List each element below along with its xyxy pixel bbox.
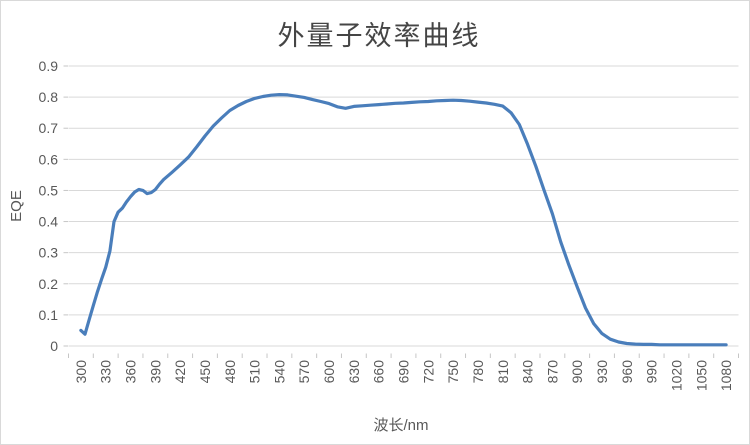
x-tick-label: 990 bbox=[644, 360, 660, 384]
x-tick-label: 330 bbox=[98, 360, 114, 384]
x-tick-label: 1050 bbox=[693, 360, 709, 391]
y-axis-tick-labels: 0 0.1 0.2 0.3 0.4 0.5 0.6 0.7 0.8 0.9 bbox=[39, 58, 59, 354]
x-tick-label: 780 bbox=[470, 360, 486, 384]
x-tick-label: 840 bbox=[520, 360, 536, 384]
y-tick-label: 0.6 bbox=[39, 151, 59, 167]
gridlines bbox=[68, 65, 739, 347]
x-tick-label: 300 bbox=[73, 360, 89, 384]
y-tick-label: 0.3 bbox=[39, 245, 59, 261]
x-tick-label: 1020 bbox=[668, 360, 684, 391]
x-tick-label: 450 bbox=[197, 360, 213, 384]
axis-tick-marks bbox=[63, 65, 739, 358]
x-tick-label: 870 bbox=[544, 360, 560, 384]
chart-title: 外量子效率曲线 bbox=[278, 21, 481, 51]
x-tick-label: 390 bbox=[147, 360, 163, 384]
x-tick-label: 960 bbox=[619, 360, 635, 384]
y-tick-label: 0.8 bbox=[39, 89, 59, 105]
y-tick-label: 0.2 bbox=[39, 276, 59, 292]
x-tick-label: 900 bbox=[569, 360, 585, 384]
x-tick-label: 570 bbox=[296, 360, 312, 384]
x-tick-label: 630 bbox=[346, 360, 362, 384]
x-axis-title: 波长/nm bbox=[373, 417, 428, 434]
y-tick-label: 0 bbox=[50, 338, 58, 354]
y-axis-title: EQE bbox=[8, 190, 25, 222]
x-tick-label: 930 bbox=[594, 360, 610, 384]
x-tick-label: 420 bbox=[172, 360, 188, 384]
x-tick-label: 750 bbox=[445, 360, 461, 384]
x-tick-label: 690 bbox=[396, 360, 412, 384]
x-tick-label: 360 bbox=[123, 360, 139, 384]
x-axis-tick-labels: 300 330 360 390 420 450 480 510 540 570 600 630 660 6… bbox=[73, 360, 734, 391]
x-tick-label: 660 bbox=[371, 360, 387, 384]
y-tick-label: 0.5 bbox=[39, 182, 59, 198]
x-tick-label: 480 bbox=[222, 360, 238, 384]
y-tick-label: 0.1 bbox=[39, 307, 59, 323]
y-tick-label: 0.7 bbox=[39, 120, 59, 136]
x-tick-label: 540 bbox=[271, 360, 287, 384]
y-tick-label: 0.9 bbox=[39, 58, 59, 74]
x-tick-label: 720 bbox=[420, 360, 436, 384]
y-tick-label: 0.4 bbox=[39, 214, 59, 230]
x-tick-label: 810 bbox=[495, 360, 511, 384]
eqe-line-series bbox=[79, 93, 728, 347]
x-tick-label: 510 bbox=[247, 360, 263, 384]
x-tick-label: 1080 bbox=[718, 360, 734, 391]
x-tick-label: 600 bbox=[321, 360, 337, 384]
